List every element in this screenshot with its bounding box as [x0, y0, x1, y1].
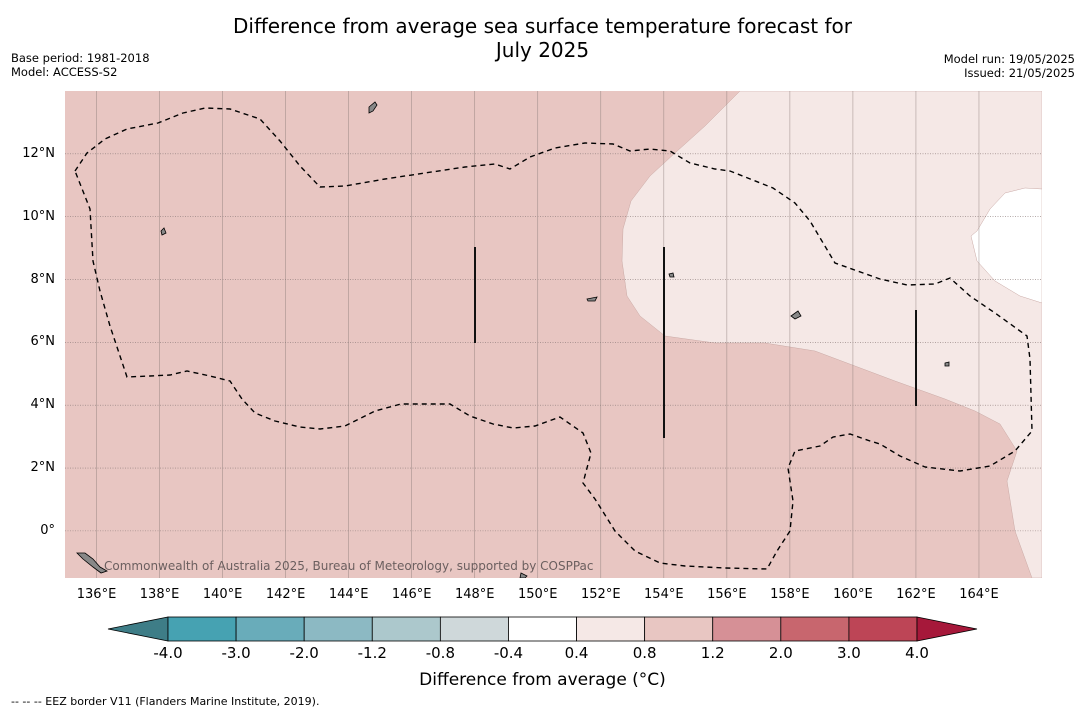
model-run-text: Model run: 19/05/2025	[943, 52, 1075, 66]
colorbar-tick-label: 2.0	[768, 644, 793, 662]
colorbar-tick-label: 0.4	[564, 644, 589, 662]
island-2	[160, 227, 167, 236]
colorbar-bins	[167, 616, 918, 642]
eez-border-west	[74, 107, 1033, 570]
lon-tick-label: 158°E	[770, 587, 810, 602]
lon-tick-label: 146°E	[391, 587, 432, 602]
colorbar-bin	[576, 616, 646, 642]
colorbar-bin	[780, 616, 850, 642]
colorbar-bin	[303, 616, 373, 642]
lon-tick-label: 144°E	[328, 587, 369, 602]
colorbar-tick-label: -0.8	[425, 644, 455, 662]
lon-tick-label: 142°E	[265, 587, 306, 602]
lon-tick-label: 138°E	[139, 587, 180, 602]
island-3	[586, 296, 598, 302]
model-text: Model: ACCESS-S2	[11, 65, 118, 79]
meta-left: Base period: 1981-2018 Model: ACCESS-S2	[11, 51, 150, 79]
lon-tick-label: 160°E	[833, 587, 873, 602]
colorbar-tick-label: -3.0	[221, 644, 251, 662]
lat-tick-label: 10°N	[22, 208, 55, 224]
colorbar-bin	[644, 616, 714, 642]
islands	[76, 101, 950, 578]
lon-tick-label: 156°E	[707, 587, 747, 602]
island-7	[519, 572, 528, 578]
island-1	[368, 101, 378, 114]
colorbar-extend-low	[107, 616, 169, 642]
colorbar-bin	[235, 616, 305, 642]
lon-tick-label: 150°E	[517, 587, 558, 602]
map-title: Difference from average sea surface temp…	[0, 14, 1085, 62]
colorbar-tick-label: 1.2	[700, 644, 725, 662]
colorbar-tick-label: 4.0	[905, 644, 929, 662]
title-line-2: July 2025	[495, 38, 590, 62]
island-4	[790, 310, 802, 320]
colorbar-bin	[167, 616, 237, 642]
island-5	[944, 361, 950, 367]
colorbar-bin	[848, 616, 918, 642]
colorbar-bin	[439, 616, 509, 642]
lat-tick-label: 0°	[40, 522, 55, 538]
lat-tick-label: 2°N	[30, 460, 56, 476]
map-area[interactable]	[65, 91, 1042, 578]
island-8	[668, 272, 675, 278]
lat-tick-label: 8°N	[30, 271, 56, 287]
colorbar-bin	[712, 616, 782, 642]
colorbar-bin	[371, 616, 441, 642]
colorbar-tick-label: -4.0	[153, 644, 183, 662]
anomaly-region-neutral	[970, 187, 1042, 304]
colorbar-tick-label: -2.0	[289, 644, 319, 662]
map-canvas	[65, 91, 1042, 578]
lon-tick-label: 148°E	[454, 587, 495, 602]
lon-tick-label: 162°E	[896, 587, 936, 602]
lat-tick-label: 4°N	[30, 397, 56, 413]
colorbar-tick-label: 3.0	[836, 644, 861, 662]
meta-right: Model run: 19/05/2025 Issued: 21/05/2025	[944, 52, 1075, 80]
colorbar-tick-label: -0.4	[493, 644, 524, 662]
base-period-text: Base period: 1981-2018	[11, 51, 150, 65]
title-line-1: Difference from average sea surface temp…	[232, 14, 852, 38]
lat-tick-label: 12°N	[22, 145, 55, 161]
lon-tick-label: 136°E	[76, 587, 117, 602]
eez-legend-note: -- -- -- EEZ border V11 (Flanders Marine…	[11, 695, 320, 708]
lat-tick-label: 6°N	[30, 334, 56, 350]
lon-tick-label: 152°E	[581, 587, 621, 602]
credit-text: Commonwealth of Australia 2025, Bureau o…	[104, 559, 594, 573]
colorbar-label: Difference from average (°C)	[419, 670, 666, 690]
colorbar-tick-label: -1.2	[357, 644, 387, 662]
colorbar-tick-label: 0.8	[632, 644, 657, 662]
colorbar-extend-high	[916, 616, 978, 642]
island-6	[76, 552, 108, 574]
colorbar-bin	[508, 616, 577, 642]
issued-text: Issued: 21/05/2025	[964, 66, 1075, 80]
lon-tick-label: 140°E	[202, 587, 243, 602]
lon-tick-label: 164°E	[959, 587, 999, 602]
lon-tick-label: 154°E	[644, 587, 684, 602]
